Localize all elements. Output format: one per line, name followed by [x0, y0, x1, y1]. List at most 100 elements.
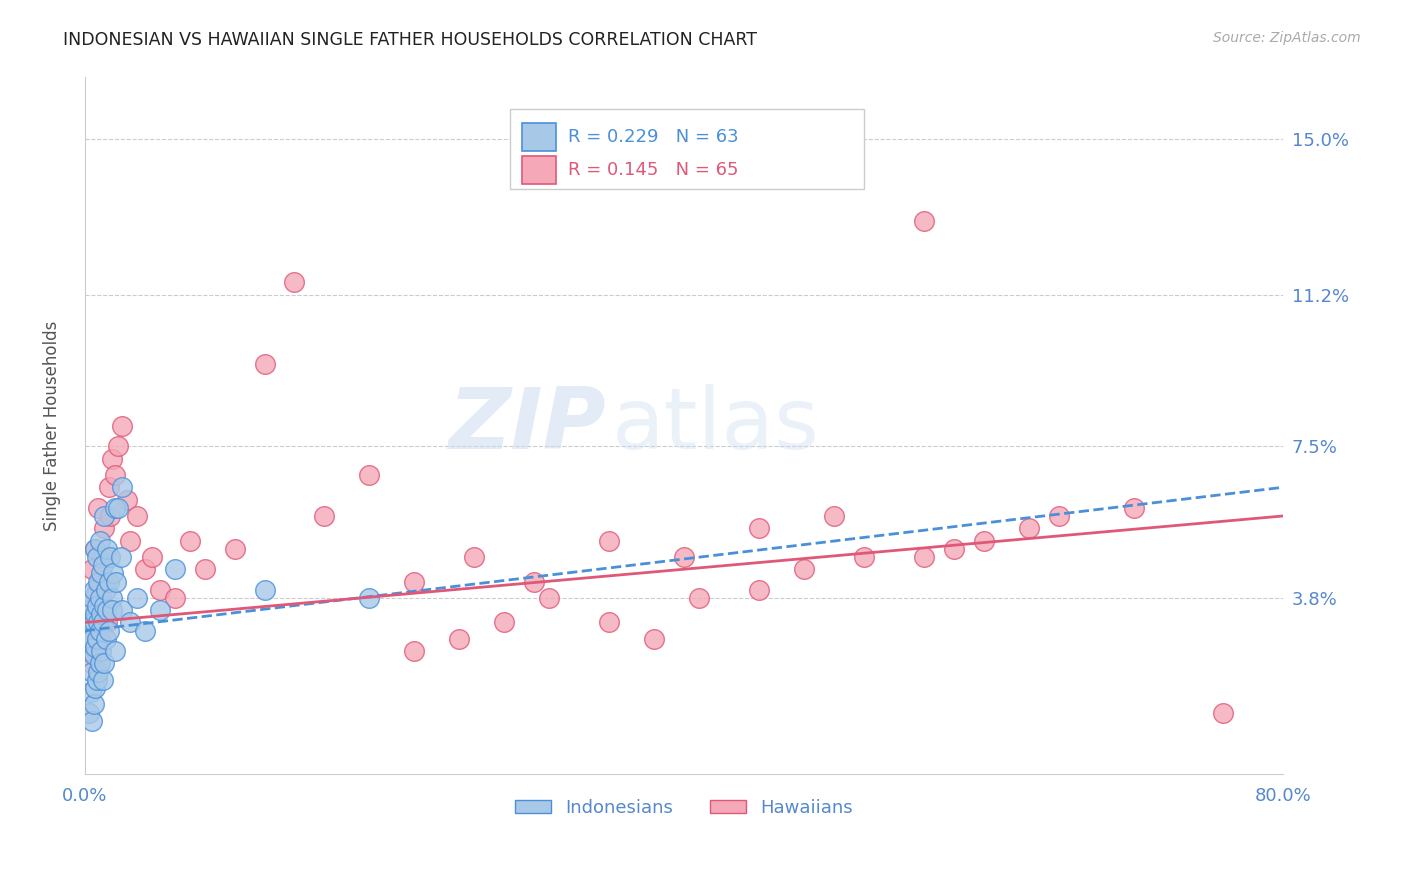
Point [134, 624, 156, 638]
FancyBboxPatch shape [522, 123, 555, 151]
Point [111, 603, 134, 617]
Point [80, 632, 103, 646]
Point [86, 644, 108, 658]
Point [912, 214, 935, 228]
Point [494, 615, 516, 630]
Point [253, 582, 276, 597]
Point [404, 644, 426, 658]
Point [83, 582, 105, 597]
Point [127, 591, 149, 605]
Point [77, 644, 100, 658]
Point [91, 673, 114, 687]
Point [463, 549, 485, 564]
Point [83, 591, 105, 605]
Point [141, 549, 163, 564]
Point [97, 624, 120, 638]
Text: R = 0.145   N = 65: R = 0.145 N = 65 [568, 161, 738, 179]
Point [91, 558, 114, 573]
Point [83, 648, 105, 663]
Point [90, 566, 112, 581]
Point [87, 665, 110, 679]
Point [115, 492, 138, 507]
Point [80, 685, 103, 699]
Point [1047, 508, 1070, 523]
Point [163, 562, 186, 576]
Point [86, 549, 108, 564]
Point [1018, 521, 1040, 535]
Point [104, 467, 127, 482]
Point [942, 541, 965, 556]
Point [82, 665, 104, 679]
Point [80, 657, 103, 671]
Point [283, 276, 305, 290]
Point [84, 615, 107, 630]
Point [83, 632, 105, 646]
Text: Source: ZipAtlas.com: Source: ZipAtlas.com [1213, 31, 1361, 45]
Point [97, 574, 120, 589]
Point [87, 574, 110, 589]
Point [86, 632, 108, 646]
Point [98, 508, 121, 523]
Point [96, 603, 118, 617]
Point [76, 624, 98, 638]
Point [84, 640, 107, 654]
Point [77, 624, 100, 638]
Point [523, 574, 546, 589]
Point [912, 549, 935, 564]
Point [748, 582, 770, 597]
Point [852, 549, 875, 564]
Point [111, 418, 134, 433]
Point [100, 603, 122, 617]
Point [118, 533, 141, 548]
Point [89, 632, 111, 646]
Point [98, 549, 121, 564]
Y-axis label: Single Father Households: Single Father Households [44, 320, 60, 531]
Point [77, 706, 100, 720]
Point [89, 533, 111, 548]
Point [82, 714, 104, 728]
Point [111, 480, 134, 494]
Point [82, 603, 104, 617]
Point [134, 562, 156, 576]
Point [84, 541, 107, 556]
Point [96, 615, 118, 630]
Point [598, 533, 620, 548]
Point [104, 644, 127, 658]
Point [110, 549, 132, 564]
Point [84, 541, 107, 556]
Point [793, 562, 815, 576]
Point [90, 607, 112, 622]
Point [179, 533, 201, 548]
Point [118, 615, 141, 630]
Point [973, 533, 995, 548]
Point [77, 603, 100, 617]
Point [96, 541, 118, 556]
FancyBboxPatch shape [510, 109, 863, 189]
Point [404, 574, 426, 589]
Point [89, 591, 111, 605]
Point [94, 574, 117, 589]
Point [89, 574, 111, 589]
Point [93, 599, 115, 613]
Point [823, 508, 845, 523]
Point [163, 591, 186, 605]
Point [1122, 500, 1144, 515]
Point [643, 632, 665, 646]
Point [359, 467, 381, 482]
Point [748, 521, 770, 535]
Point [107, 500, 129, 515]
Point [87, 615, 110, 630]
Point [82, 562, 104, 576]
Point [538, 591, 561, 605]
Point [253, 357, 276, 371]
Point [127, 508, 149, 523]
Point [107, 439, 129, 453]
Point [87, 500, 110, 515]
Text: ZIP: ZIP [449, 384, 606, 467]
Point [224, 541, 246, 556]
Point [82, 591, 104, 605]
Point [93, 521, 115, 535]
Point [84, 681, 107, 695]
Point [82, 632, 104, 646]
Text: atlas: atlas [612, 384, 820, 467]
